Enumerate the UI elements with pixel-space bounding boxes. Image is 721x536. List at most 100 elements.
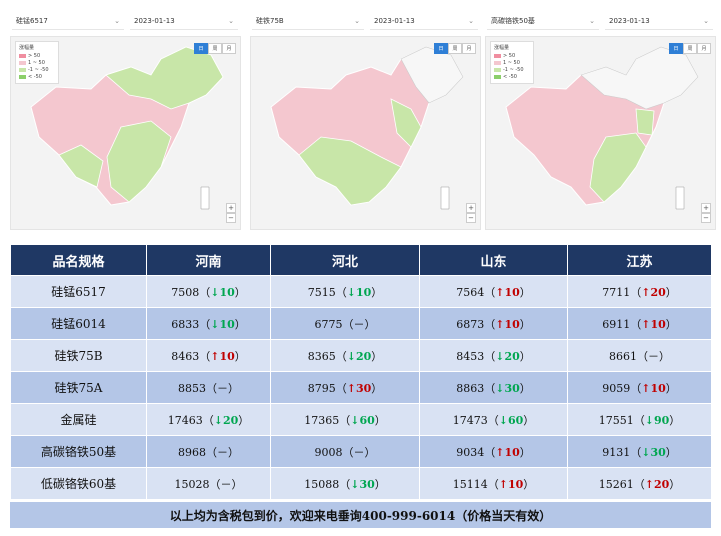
column-header-henan: 河南 bbox=[146, 244, 271, 276]
china-map-shape bbox=[30, 46, 224, 210]
paren-open: （ bbox=[202, 413, 214, 427]
chevron-down-icon: ⌄ bbox=[114, 16, 120, 25]
paren-open: （ bbox=[487, 477, 499, 491]
paren-close: ） bbox=[669, 413, 681, 427]
price-change: 10 bbox=[504, 445, 520, 459]
product-select-value: 硅锰6517 bbox=[16, 16, 48, 25]
paren-open: （ bbox=[630, 445, 642, 459]
map-legend: 涨幅量 > 50 1 ~ 50 -1 ~ -50 < -50 bbox=[490, 41, 534, 84]
paren-close: ） bbox=[523, 413, 535, 427]
zoom-out-button[interactable]: − bbox=[226, 213, 236, 223]
price-change: － bbox=[353, 317, 365, 331]
price-change: 10 bbox=[219, 317, 235, 331]
paren-close: ） bbox=[234, 285, 246, 299]
product-name-cell: 硅铁75A bbox=[10, 371, 147, 404]
period-week-button[interactable]: 周 bbox=[683, 43, 697, 54]
price-cell: 7508（↓10） bbox=[146, 275, 271, 308]
price-cell: 7711（↑20） bbox=[567, 275, 712, 308]
legend-item: > 50 bbox=[494, 53, 530, 59]
period-toggle: 日 周 月 bbox=[194, 43, 236, 54]
table-row: 金属硅 17463（↓20） 17365（↓60） 17473（↓60） 17551（↓… bbox=[10, 403, 712, 436]
arrow-up-icon: ↑ bbox=[644, 477, 654, 491]
paren-open: （ bbox=[637, 349, 648, 363]
paren-open: （ bbox=[335, 285, 347, 299]
legend-swatch bbox=[494, 54, 501, 58]
map-panel-3: 高碳铬铁50基 ⌄ 2023-01-13 ⌄ 涨幅量 > 50 1 ~ 50 -… bbox=[483, 8, 718, 232]
zoom-in-button[interactable]: + bbox=[466, 203, 476, 213]
paren-close: ） bbox=[523, 477, 535, 491]
price-cell: 9034（↑10） bbox=[419, 435, 568, 468]
price-value: 15261 bbox=[598, 477, 634, 491]
zoom-in-button[interactable]: + bbox=[701, 203, 711, 213]
legend-label: < -50 bbox=[503, 74, 517, 80]
arrow-up-icon: ↑ bbox=[495, 285, 505, 299]
price-cell: 9008（－） bbox=[270, 435, 420, 468]
price-value: 9131 bbox=[602, 445, 631, 459]
paren-open: （ bbox=[484, 349, 496, 363]
price-cell: 8453（↓20） bbox=[419, 339, 568, 372]
arrow-up-icon: ↑ bbox=[641, 381, 651, 395]
price-cell: 8863（↓30） bbox=[419, 371, 568, 404]
date-select[interactable]: 2023-01-13 ⌄ bbox=[370, 12, 478, 30]
paren-close: ） bbox=[519, 445, 531, 459]
date-select[interactable]: 2023-01-13 ⌄ bbox=[605, 12, 713, 30]
price-change: 20 bbox=[355, 349, 372, 363]
price-change: 20 bbox=[653, 477, 670, 491]
product-select[interactable]: 硅铁75B ⌄ bbox=[252, 12, 364, 30]
paren-close: ） bbox=[371, 381, 383, 395]
price-value: 17463 bbox=[167, 413, 203, 427]
map-panel-1: 硅锰6517 ⌄ 2023-01-13 ⌄ 涨幅量 > 50 1 ~ 50 -1… bbox=[8, 8, 243, 232]
price-value: 8661 bbox=[609, 349, 637, 363]
legend-label: 1 ~ 50 bbox=[503, 60, 520, 66]
price-change: 60 bbox=[507, 413, 524, 427]
paren-close: ） bbox=[364, 445, 376, 459]
period-month-button[interactable]: 月 bbox=[462, 43, 476, 54]
paren-open: （ bbox=[206, 381, 217, 395]
product-name-cell: 金属硅 bbox=[10, 403, 147, 436]
arrow-up-icon: ↑ bbox=[641, 285, 651, 299]
paren-open: （ bbox=[342, 445, 354, 459]
price-value: 8463 bbox=[171, 349, 200, 363]
legend-swatch bbox=[19, 68, 26, 72]
paren-open: （ bbox=[199, 285, 211, 299]
period-week-button[interactable]: 周 bbox=[208, 43, 222, 54]
zoom-out-button[interactable]: − bbox=[466, 213, 476, 223]
zoom-in-button[interactable]: + bbox=[226, 203, 236, 213]
price-value: 8863 bbox=[456, 381, 485, 395]
price-cell: 8795（↑30） bbox=[270, 371, 420, 404]
period-month-button[interactable]: 月 bbox=[222, 43, 236, 54]
price-cell: 6873（↑10） bbox=[419, 307, 568, 340]
price-change: 30 bbox=[359, 477, 375, 491]
price-change: 20 bbox=[222, 413, 239, 427]
arrow-up-icon: ↑ bbox=[641, 317, 651, 331]
product-select[interactable]: 高碳铬铁50基 ⌄ bbox=[487, 12, 599, 30]
legend-label: 1 ~ 50 bbox=[28, 60, 45, 66]
period-day-button[interactable]: 日 bbox=[669, 43, 683, 54]
price-cell: 6911（↑10） bbox=[567, 307, 712, 340]
table-body: 硅锰6517 7508（↓10） 7515（↓10） 7564（↑10） 7711（↑2… bbox=[10, 275, 712, 500]
date-select-value: 2023-01-13 bbox=[609, 16, 650, 25]
period-month-button[interactable]: 月 bbox=[697, 43, 711, 54]
price-value: 7564 bbox=[456, 285, 485, 299]
price-change: － bbox=[217, 445, 228, 459]
paren-open: （ bbox=[633, 413, 645, 427]
period-day-button[interactable]: 日 bbox=[194, 43, 208, 54]
legend-item: 1 ~ 50 bbox=[494, 60, 530, 66]
arrow-down-icon: ↓ bbox=[495, 349, 505, 363]
china-map-shape bbox=[505, 46, 699, 210]
china-map[interactable]: 日 周 月 + − bbox=[250, 36, 481, 230]
date-select[interactable]: 2023-01-13 ⌄ bbox=[130, 12, 238, 30]
footer-note: 以上均为含税包到价，欢迎来电垂询400-999-6014（价格当天有效） bbox=[10, 502, 711, 528]
zoom-out-button[interactable]: − bbox=[701, 213, 711, 223]
product-select[interactable]: 硅锰6517 ⌄ bbox=[12, 12, 124, 30]
paren-close: ） bbox=[228, 445, 239, 459]
china-map[interactable]: 涨幅量 > 50 1 ~ 50 -1 ~ -50 < -50 日 周 月 + − bbox=[485, 36, 716, 230]
price-change: － bbox=[217, 381, 228, 395]
period-week-button[interactable]: 周 bbox=[448, 43, 462, 54]
price-cell: 8661（－） bbox=[567, 339, 712, 372]
period-day-button[interactable]: 日 bbox=[434, 43, 448, 54]
price-table: 品名规格 河南 河北 山东 江苏 硅锰6517 7508（↓10） 7515（↓10… bbox=[10, 244, 712, 500]
map-legend: 涨幅量 > 50 1 ~ 50 -1 ~ -50 < -50 bbox=[15, 41, 59, 84]
china-map[interactable]: 涨幅量 > 50 1 ~ 50 -1 ~ -50 < -50 日 周 月 + − bbox=[10, 36, 241, 230]
price-change: 20 bbox=[650, 285, 666, 299]
